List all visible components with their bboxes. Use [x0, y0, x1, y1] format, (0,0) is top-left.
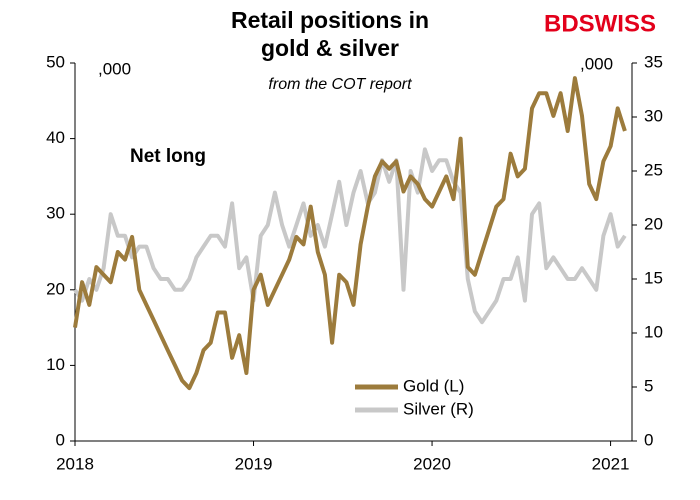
x-tick-label: 2020 — [413, 454, 451, 473]
x-tick-label: 2018 — [56, 454, 94, 473]
y-tick-label: 30 — [46, 204, 65, 223]
unit-annotation: ,000 — [98, 59, 131, 78]
annotation: Net long — [130, 146, 206, 167]
y2-tick-label: 10 — [644, 322, 663, 341]
y-tick-label: 50 — [46, 52, 65, 71]
y2-tick-label: 25 — [644, 160, 663, 179]
y-tick-label: 40 — [46, 128, 65, 147]
y-tick-label: 20 — [46, 279, 65, 298]
y2-tick-label: 0 — [644, 430, 653, 449]
chart-subtitle: from the COT report — [268, 76, 412, 93]
brand-logo: BDSWISS — [544, 10, 656, 37]
legend-label: Gold (L) — [403, 376, 464, 395]
legend-label: Silver (R) — [403, 399, 474, 418]
x-tick-label: 2019 — [235, 454, 273, 473]
series-line — [73, 76, 627, 391]
y2-tick-label: 15 — [644, 268, 663, 287]
chart-title: gold & silver — [261, 35, 399, 61]
series-line — [73, 147, 627, 325]
y2-tick-label: 30 — [644, 106, 663, 125]
y-tick-label: 0 — [56, 430, 65, 449]
y2-tick-label: 5 — [644, 376, 653, 395]
x-tick-label: 2021 — [592, 454, 630, 473]
y2-tick-label: 20 — [644, 214, 663, 233]
y2-tick-label: 35 — [644, 52, 663, 71]
unit-annotation: ,000 — [580, 54, 613, 73]
y-tick-label: 10 — [46, 355, 65, 374]
chart-title: Retail positions in — [231, 7, 429, 33]
